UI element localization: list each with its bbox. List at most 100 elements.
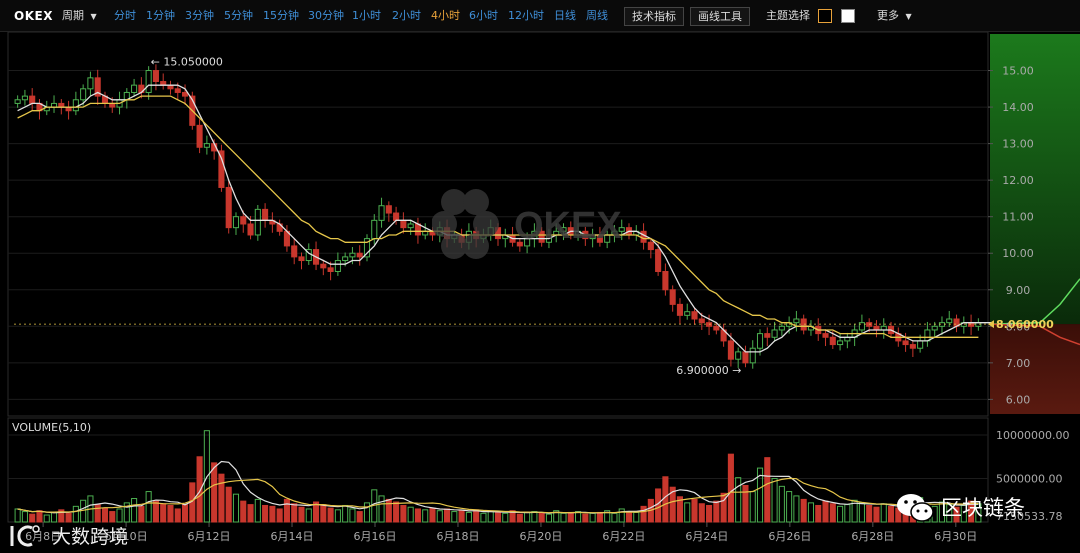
volume-bar bbox=[444, 508, 451, 523]
volume-bar bbox=[29, 513, 36, 523]
candle-body bbox=[94, 77, 101, 97]
candle-body bbox=[764, 333, 771, 338]
candle-body bbox=[232, 216, 240, 229]
volume-bar bbox=[422, 509, 429, 523]
volume-bar bbox=[94, 504, 101, 523]
volume-bar bbox=[123, 502, 130, 523]
timeframe-tab[interactable]: 30分钟 bbox=[308, 9, 344, 22]
volume-bar bbox=[160, 503, 167, 523]
timeframe-tab[interactable]: 1分钟 bbox=[146, 9, 175, 22]
timeframe-tab[interactable]: 12小时 bbox=[508, 9, 544, 22]
volume-bar bbox=[706, 504, 713, 523]
okex-watermark: OKEX bbox=[432, 189, 622, 259]
volume-bar bbox=[378, 495, 385, 523]
timeframe-tab[interactable]: 周线 bbox=[586, 9, 608, 22]
candle-body bbox=[931, 325, 938, 331]
timeframe-tab[interactable]: 15分钟 bbox=[263, 9, 299, 22]
volume-bar bbox=[662, 476, 669, 523]
volume-bar bbox=[720, 492, 727, 523]
volume-bar bbox=[414, 508, 421, 523]
candle-body bbox=[800, 318, 807, 331]
candle-body bbox=[560, 227, 567, 232]
candle-body bbox=[240, 216, 247, 225]
volume-bar bbox=[866, 504, 873, 523]
candle-body bbox=[21, 95, 28, 101]
volume-bar bbox=[58, 509, 65, 523]
price-chart[interactable]: 15.00 14.00 13.00 12.00 11.00 10.00 9.00 8.00 7.… bbox=[0, 32, 1080, 553]
volume-bar bbox=[385, 498, 392, 523]
timeframe-tab[interactable]: 6小时 bbox=[469, 9, 498, 22]
volume-bar bbox=[625, 511, 633, 523]
volume-bar bbox=[152, 500, 159, 523]
volume-bar bbox=[400, 504, 407, 523]
annotations: ← 15.050000 6.900000 → 8.060000 bbox=[14, 55, 1054, 377]
volume-bar bbox=[604, 510, 611, 523]
timeframe-tab[interactable]: 4小时 bbox=[431, 9, 460, 22]
volume-bar bbox=[349, 508, 356, 523]
okex-logo: OKEX bbox=[14, 9, 53, 23]
volume-bar bbox=[334, 509, 341, 523]
timeframe-tab[interactable]: 1小时 bbox=[352, 9, 381, 22]
volume-bar bbox=[669, 486, 676, 523]
x-tick-label: 6月16日 bbox=[353, 530, 396, 543]
candle-body bbox=[393, 212, 400, 221]
candle-body bbox=[698, 318, 705, 324]
theme-dark-swatch[interactable] bbox=[818, 9, 832, 23]
timeframe-tab[interactable]: 分时 bbox=[114, 9, 136, 22]
y-tick-label: 13.00 bbox=[1002, 138, 1034, 151]
period-select[interactable]: 周期 ▼ bbox=[62, 0, 97, 32]
candle-body bbox=[196, 124, 203, 148]
technical-indicators-button[interactable]: 技术指标 bbox=[624, 7, 684, 26]
y-tick-label: 10000000.00 bbox=[996, 429, 1069, 442]
volume-bar bbox=[320, 504, 327, 523]
volume-bar bbox=[116, 508, 123, 523]
candle-body bbox=[902, 340, 909, 346]
candle-body bbox=[793, 318, 800, 324]
volume-title: VOLUME(5,10) bbox=[12, 421, 91, 434]
volume-bar bbox=[327, 507, 334, 523]
volume-bar bbox=[596, 511, 603, 523]
volume-bar bbox=[968, 500, 975, 523]
candle-body bbox=[225, 186, 232, 229]
volume-bar bbox=[167, 504, 174, 523]
theme-light-swatch[interactable] bbox=[841, 9, 855, 23]
timeframe-tab[interactable]: 5分钟 bbox=[224, 9, 253, 22]
candle-body bbox=[80, 88, 87, 101]
candle-body bbox=[385, 205, 392, 214]
low-price-label: 6.900000 → bbox=[676, 364, 741, 377]
volume-bar bbox=[407, 506, 414, 523]
candle-body bbox=[756, 333, 764, 349]
volume-bar bbox=[356, 511, 363, 523]
candle-body bbox=[72, 99, 79, 112]
volume-bar bbox=[247, 504, 254, 523]
volume-bar bbox=[101, 507, 109, 523]
candle-body bbox=[742, 351, 749, 364]
y-tick-label: 7.00 bbox=[1006, 357, 1031, 370]
candle-body bbox=[174, 88, 181, 93]
volume-bar bbox=[36, 510, 43, 523]
drawing-tools-button[interactable]: 画线工具 bbox=[690, 7, 750, 26]
timeframe-tab[interactable]: 日线 bbox=[554, 9, 576, 22]
y-axis: 15.00 14.00 13.00 12.00 11.00 10.00 9.00 8.00 7.… bbox=[12, 65, 1069, 523]
timeframe-tab[interactable]: 2小时 bbox=[392, 9, 421, 22]
volume-bar bbox=[873, 506, 880, 523]
volume-bar bbox=[655, 488, 662, 523]
volume-bar bbox=[72, 505, 79, 523]
timeframe-tab[interactable]: 3分钟 bbox=[185, 9, 214, 22]
volume-bar bbox=[429, 507, 436, 523]
volume-bar bbox=[203, 430, 210, 523]
volume-bar bbox=[465, 511, 472, 523]
volume-bar bbox=[473, 509, 480, 523]
volume-bar bbox=[516, 513, 523, 523]
candle-body bbox=[320, 263, 327, 269]
volume-bar bbox=[458, 510, 465, 523]
volume-bar bbox=[851, 499, 858, 523]
volume-bar bbox=[196, 456, 203, 523]
volume-bar bbox=[298, 506, 305, 523]
volume-bar bbox=[764, 457, 771, 523]
x-axis: 6月8日 6月10日 6月12日 6月14日 6月16日 6月18日 6月20日 6月22日 6… bbox=[25, 522, 977, 543]
volume-bar bbox=[538, 512, 545, 523]
more-menu[interactable]: 更多 ▼ bbox=[877, 0, 912, 32]
moving-averages bbox=[17, 84, 993, 353]
volume-bar bbox=[698, 503, 705, 523]
